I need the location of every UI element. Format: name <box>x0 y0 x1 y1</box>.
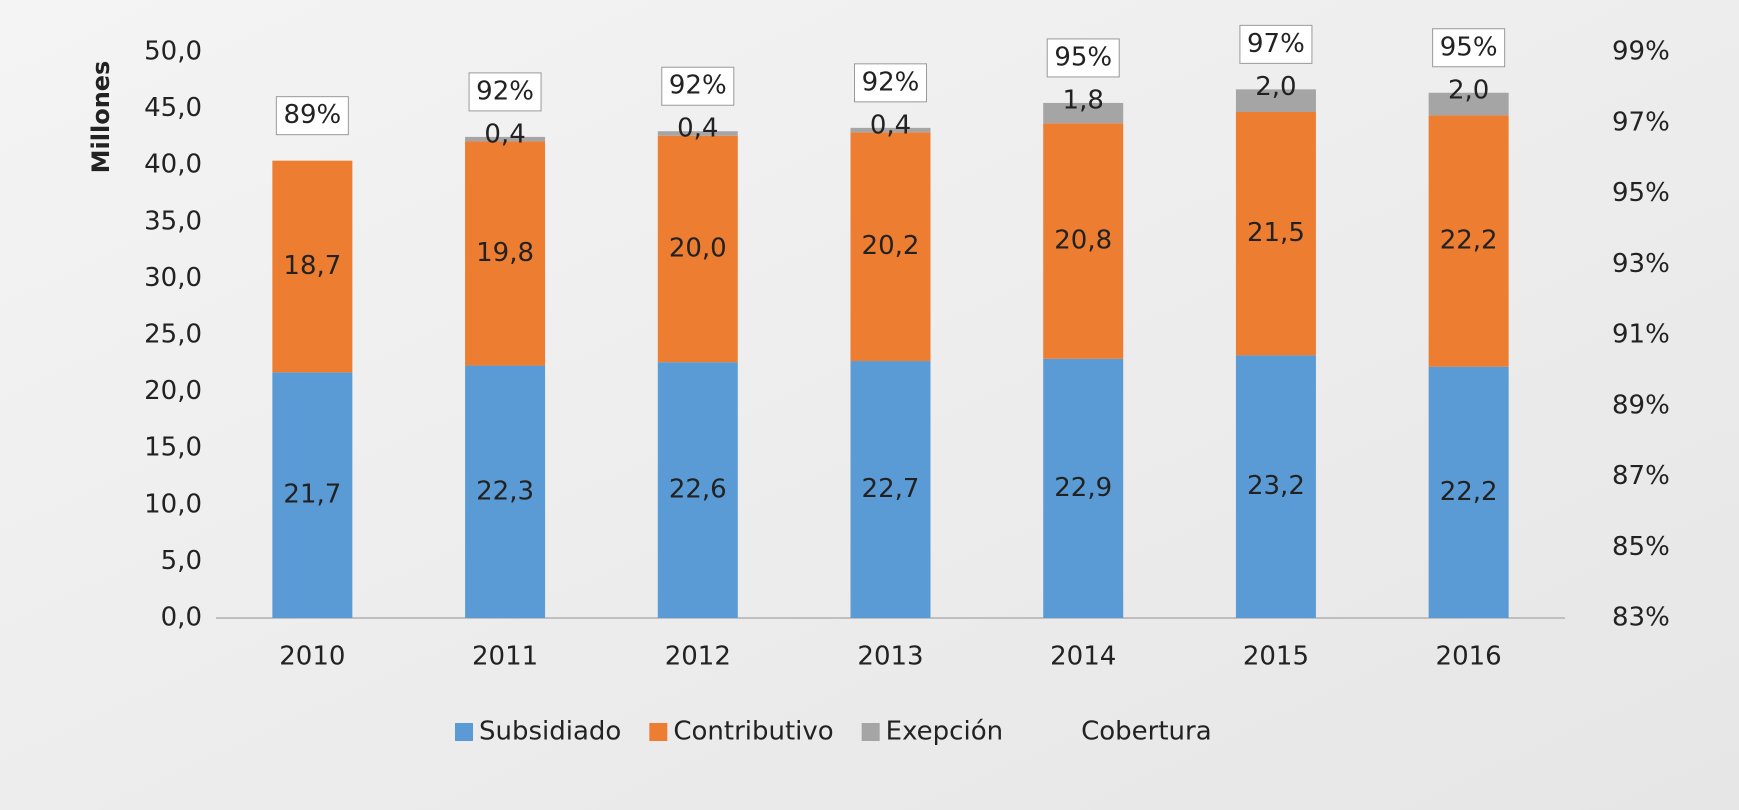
bar-segment <box>1428 366 1509 618</box>
y-tick-label: 5,0 <box>161 546 202 576</box>
data-label: 20,8 <box>1054 226 1112 256</box>
legend-swatch <box>649 723 668 741</box>
x-tick-label: 2016 <box>1436 642 1502 672</box>
bar-segment <box>465 365 546 618</box>
bar-segment <box>1235 111 1316 356</box>
coverage-label-box <box>1432 28 1506 68</box>
data-label: 22,2 <box>1440 226 1498 256</box>
y2-tick-label: 93% <box>1612 249 1670 279</box>
bar-segment <box>1428 115 1509 367</box>
y2-tick-label: 87% <box>1612 461 1670 491</box>
bar-segment <box>657 131 738 136</box>
bar-segment <box>465 141 546 366</box>
x-tick-label: 2012 <box>665 642 731 672</box>
y-tick-label: 30,0 <box>144 263 202 293</box>
bar-segment <box>850 127 931 133</box>
y-tick-label: 50,0 <box>144 37 202 67</box>
bar-segment <box>1043 123 1124 359</box>
data-label: 1,8 <box>1063 85 1104 115</box>
bar-segment <box>850 132 931 362</box>
coverage-label: 92% <box>476 76 534 106</box>
legend-swatch <box>455 723 473 741</box>
data-label: 20,2 <box>862 231 920 261</box>
coverage-label-box <box>854 63 927 103</box>
bar-segment <box>657 362 738 618</box>
bar-segment <box>657 135 738 363</box>
data-label: 0,4 <box>677 114 718 144</box>
x-tick-label: 2013 <box>857 642 923 672</box>
y-tick-label: 10,0 <box>144 489 202 519</box>
data-label: 20,0 <box>669 233 727 263</box>
coverage-label: 97% <box>1247 29 1305 59</box>
data-label: 2,0 <box>1255 72 1296 102</box>
y2-tick-label: 99% <box>1612 37 1670 67</box>
coverage-label: 89% <box>283 100 341 130</box>
coverage-label-box <box>661 66 735 106</box>
data-label: 19,8 <box>476 238 534 268</box>
y-tick-label: 45,0 <box>144 93 202 123</box>
coverage-label-box <box>1046 38 1120 78</box>
y2-tick-label: 83% <box>1612 603 1670 633</box>
y-tick-label: 0,0 <box>161 603 202 633</box>
data-label: 22,9 <box>1054 473 1112 503</box>
x-tick-label: 2011 <box>472 642 538 672</box>
legend-label: Exepción <box>886 717 1003 747</box>
y-tick-label: 35,0 <box>144 206 202 236</box>
data-label: 21,7 <box>283 480 341 510</box>
coverage-label: 95% <box>1440 32 1498 62</box>
y-axis-label: Millones <box>87 61 115 174</box>
data-label: 21,5 <box>1247 218 1305 248</box>
bar-segment <box>272 372 353 618</box>
bar-segment <box>850 361 931 618</box>
y2-tick-label: 95% <box>1612 178 1670 208</box>
coverage-label-box <box>275 96 349 136</box>
data-label: 22,7 <box>862 474 920 504</box>
bar-segment <box>272 160 353 373</box>
bar-segment <box>1235 355 1316 618</box>
coverage-label: 92% <box>669 71 727 101</box>
coverage-label: 92% <box>862 67 920 97</box>
x-tick-label: 2010 <box>279 642 345 672</box>
bar-segment <box>1235 89 1316 112</box>
bar-segment <box>465 136 546 142</box>
data-label: 0,4 <box>484 119 525 149</box>
y2-tick-label: 91% <box>1612 320 1670 350</box>
coverage-label: 95% <box>1054 42 1112 72</box>
data-label: 0,4 <box>870 110 911 140</box>
legend-label: Subsidiado <box>479 717 621 747</box>
data-label: 2,0 <box>1448 75 1489 105</box>
bar-segment <box>1043 358 1124 618</box>
y2-tick-label: 89% <box>1612 390 1670 420</box>
x-tick-label: 2014 <box>1050 642 1116 672</box>
legend-swatch <box>861 723 880 741</box>
coverage-label-box <box>1239 24 1313 64</box>
y-tick-label: 25,0 <box>144 320 202 350</box>
legend-label: Contributivo <box>673 717 833 747</box>
data-label: 22,6 <box>669 475 727 505</box>
legend-label: Cobertura <box>1081 717 1212 747</box>
y-tick-label: 40,0 <box>144 150 202 180</box>
data-label: 23,2 <box>1247 471 1305 501</box>
y2-tick-label: 85% <box>1612 532 1670 562</box>
data-label: 22,3 <box>476 476 534 506</box>
bar-segment <box>1043 102 1124 124</box>
data-label: 22,2 <box>1440 477 1498 507</box>
coverage-label-box <box>468 72 542 112</box>
y2-tick-label: 97% <box>1612 107 1670 137</box>
y-tick-label: 20,0 <box>144 376 202 406</box>
bar-segment <box>1428 92 1509 116</box>
x-tick-label: 2015 <box>1243 642 1309 672</box>
data-label: 18,7 <box>283 251 341 281</box>
y-tick-label: 15,0 <box>144 433 202 463</box>
